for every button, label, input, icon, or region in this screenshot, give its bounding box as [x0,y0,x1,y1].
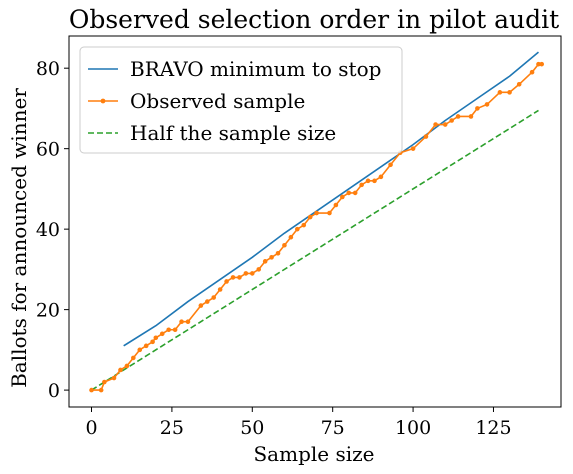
data-point [352,190,358,196]
data-point [217,287,223,292]
data-point [301,222,307,228]
data-point [237,275,242,280]
data-point [333,202,339,208]
data-point [516,81,522,87]
data-point [111,375,117,381]
ticks-layer: 0 25 50 75 100 125 0 20 40 60 80 [36,58,512,439]
x-tick-label: 100 [395,417,431,439]
series-line-2 [91,109,539,391]
data-point [150,339,155,345]
data-point [282,242,287,248]
data-point [327,210,332,216]
data-point [288,234,294,240]
x-tick-label: 50 [240,417,264,439]
data-point [372,178,377,184]
data-point [256,267,262,272]
legend: BRAVO minimum to stop Observed sample Ha… [79,46,403,154]
data-point [539,61,545,67]
x-axis-label: Sample size [253,442,374,466]
series-layer [89,51,545,393]
data-point [137,347,143,353]
series-line-0 [123,51,540,347]
data-point [378,174,384,180]
legend-label-bravo: BRAVO minimum to stop [130,57,381,81]
y-tick-label: 0 [48,380,60,402]
data-point [314,210,319,216]
data-point [143,343,149,349]
data-point [249,271,255,276]
data-point [295,226,300,232]
data-point [153,335,159,341]
data-point [497,90,503,95]
data-point [269,255,274,260]
data-point [159,331,165,337]
data-point [131,355,136,361]
data-point [275,250,281,256]
data-point [433,122,438,127]
data-point [388,162,393,168]
y-tick-label: 20 [36,300,60,322]
legend-marker-observed [100,98,106,104]
data-point [262,259,268,264]
x-tick-label: 75 [321,417,345,439]
y-tick-label: 80 [36,58,60,80]
data-point [89,387,94,393]
y-tick-label: 60 [36,139,60,161]
y-tick-label: 40 [36,219,60,241]
data-point [118,367,123,373]
x-tick-label: 25 [160,417,184,439]
data-point [359,182,364,188]
data-point [455,114,461,119]
chart-title: Observed selection order in pilot audit [69,5,559,34]
data-point [536,61,541,67]
x-tick-label: 125 [475,417,511,439]
legend-label-observed: Observed sample [130,89,305,113]
data-point [98,387,104,393]
data-point [185,319,191,324]
data-point [307,214,313,220]
data-point [365,178,371,184]
data-point [224,279,229,284]
data-point [346,190,352,196]
data-point [198,303,204,308]
data-point [230,275,236,280]
data-point [172,327,178,333]
data-point [442,122,448,127]
data-point [507,90,512,95]
data-point [211,295,217,300]
x-tick-label: 0 [85,417,97,439]
data-point [468,114,474,119]
plot-frame [68,35,562,408]
data-point [102,379,107,385]
data-point [423,134,429,139]
data-point [484,102,490,107]
legend-label-half: Half the sample size [130,121,336,145]
y-axis-label: Ballots for announced winner [7,88,31,388]
data-point [529,69,535,75]
legend-box [79,46,403,154]
data-point [410,146,416,151]
data-point [475,106,480,111]
data-point [449,118,454,123]
data-point [124,363,130,369]
data-point [204,299,210,304]
data-point [243,271,249,276]
data-point [340,194,345,200]
data-point [179,319,184,324]
data-point [166,327,171,333]
